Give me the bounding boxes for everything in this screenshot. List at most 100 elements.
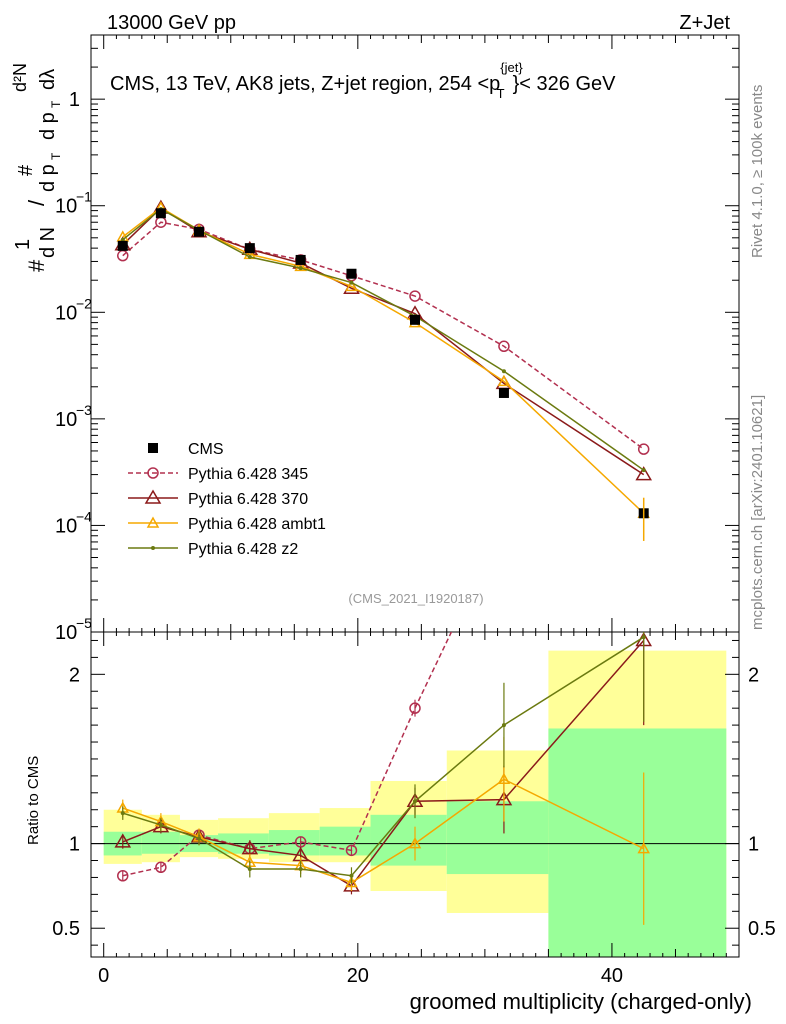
ratio-point-p345	[345, 844, 358, 857]
y-tick-label: 10	[55, 196, 77, 218]
plot-title: CMS, 13 TeV, AK8 jets, Z+jet region, 254…	[110, 60, 616, 101]
y-label-sub-t2: T	[49, 100, 63, 108]
ratio-point-z2	[247, 866, 252, 871]
x-axis-label: groomed multiplicity (charged-only)	[410, 989, 752, 1014]
ratio-point-p370	[114, 833, 132, 848]
point-cms	[498, 387, 509, 398]
ratio-point-ambt1	[497, 772, 511, 785]
ratio-y-tick-label-right: 0.5	[748, 918, 776, 940]
point-cms	[410, 314, 420, 325]
y-label-one: 1	[12, 239, 34, 250]
y-tick-label: 10	[55, 515, 77, 537]
series-layer	[114, 199, 653, 541]
point-p345	[498, 340, 510, 353]
ratio-point-z2	[197, 836, 201, 841]
point-cms	[346, 268, 357, 279]
legend-marker-ambt1	[146, 516, 160, 528]
ratio-point-ambt1	[637, 842, 650, 854]
legend: CMS Pythia 6.428 345 Pythia 6.428 370 Pythi…	[128, 441, 326, 558]
point-z2	[501, 369, 506, 374]
ratio-panel	[90, 631, 740, 958]
y-axis-label: # 1 d N / d p T # d²N d p T dλ	[10, 63, 63, 272]
ratio-point-z2	[158, 822, 163, 827]
y-tick-exponent: −1	[76, 189, 92, 205]
point-ambt1	[497, 374, 511, 387]
y-label-dlambda: dλ	[37, 69, 59, 90]
ratio-point-z2	[641, 635, 646, 640]
y-label-hash: #	[24, 259, 49, 272]
point-p345	[637, 443, 650, 455]
point-cms	[117, 240, 128, 251]
y-tick-exponent: −3	[76, 402, 92, 418]
y-label-d2n: d²N	[10, 63, 30, 92]
y-tick-label: 10	[55, 409, 77, 431]
legend-marker-cms	[148, 443, 158, 453]
y-label-dpt: d p	[37, 164, 59, 192]
y-tick-label: 10	[55, 622, 77, 644]
ratio-y-label: Ratio to CMS	[25, 756, 42, 845]
legend-marker-z2	[151, 546, 155, 550]
ratio-point-ambt1	[408, 837, 422, 849]
legend-label-p370: Pythia 6.428 370	[188, 491, 308, 508]
point-cms	[244, 243, 255, 254]
y-tick-exponent: −5	[76, 615, 92, 631]
point-z2	[247, 255, 252, 260]
point-z2	[120, 237, 125, 242]
x-tick-label: 0	[98, 965, 109, 987]
band-inner	[319, 826, 371, 856]
point-cms	[155, 208, 166, 219]
ratio-series-group	[114, 632, 653, 925]
y-tick-label: 1	[69, 89, 80, 111]
point-p345	[409, 290, 421, 302]
mcplots-label: mcplots.cern.ch [arXiv:2401.10621]	[749, 395, 766, 630]
ratio-y-tick-label: 0.5	[52, 918, 80, 940]
y-label-hash2: #	[15, 164, 37, 176]
legend-label-z2: Pythia 6.428 z2	[188, 541, 298, 558]
point-cms	[295, 254, 306, 265]
rivet-label: Rivet 4.1.0, ≥ 100k events	[749, 85, 766, 258]
band-inner	[446, 801, 549, 875]
ratio-frame	[90, 631, 740, 958]
point-z2	[349, 280, 354, 285]
point-ambt1	[294, 259, 307, 272]
point-p370	[635, 466, 653, 481]
legend-marker-p370	[144, 489, 162, 504]
y-tick-label: 10	[55, 302, 77, 324]
analysis-id: (CMS_2021_I1920187)	[348, 591, 483, 606]
y-tick-exponent: −4	[76, 508, 92, 524]
process-label: Z+Jet	[679, 12, 730, 34]
x-tick-label: 20	[347, 965, 369, 987]
ratio-y-tick-label-right: 1	[748, 834, 759, 856]
ratio-point-z2	[120, 811, 125, 816]
ratio-point-z2	[501, 723, 506, 728]
ratio-y-tick-label-right: 2	[748, 664, 759, 686]
plot-title-sup: {jet}	[500, 60, 523, 75]
band-inner	[370, 814, 447, 866]
point-z2	[298, 266, 303, 271]
ratio-point-z2	[413, 799, 417, 804]
plot-title-tail: }< 326 GeV	[513, 73, 617, 95]
ratio-point-p345	[155, 861, 167, 874]
ratio-point-p345	[409, 702, 421, 714]
ratio-point-z2	[349, 873, 354, 878]
ratio-y-tick-label: 2	[69, 664, 80, 686]
band-inner	[548, 728, 727, 957]
plot-title-sub: T	[497, 86, 505, 101]
x-tick-label: 40	[601, 965, 623, 987]
legend-marker-p345	[147, 467, 159, 479]
band-inner	[141, 831, 180, 854]
y-label-sub-t: T	[49, 152, 63, 160]
ratio-y-tick-label: 1	[69, 834, 80, 856]
point-z2	[641, 468, 646, 473]
ratio-point-p345	[294, 836, 307, 848]
point-ambt1	[345, 279, 358, 292]
uncertainty-bands	[103, 650, 727, 957]
y-label-dn: d N	[37, 227, 59, 258]
y-tick-exponent: −2	[76, 295, 92, 311]
legend-label-p345: Pythia 6.428 345	[188, 466, 308, 483]
ratio-series-layer	[114, 632, 653, 925]
series-line-z2	[122, 208, 645, 471]
point-cms	[194, 226, 204, 237]
